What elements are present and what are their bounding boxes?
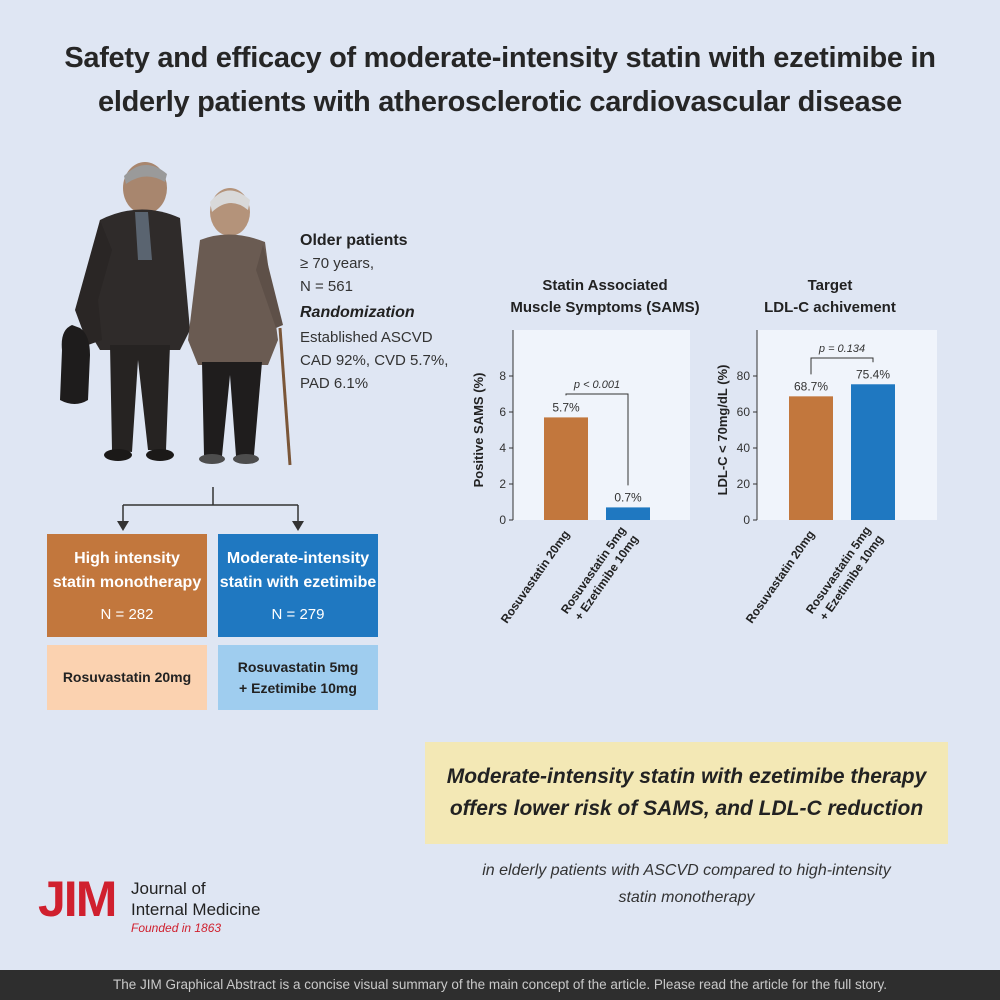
cad-cvd-label: CAD 92%, CVD 5.7%, [300,352,449,369]
sams-significance-bracket [565,393,629,486]
ascvd-label: Established ASCVD [300,329,433,346]
older-patients-heading: Older patients [300,232,408,249]
conclusion-sub-1: in elderly patients with ASCVD compared … [482,862,891,879]
sams-category-label-2: Rosuvastatin 5mg+ Ezetimibe 10mg [558,524,641,625]
high-arm-drug-box: Rosuvastatin 20mg [47,645,207,710]
moderate-arm-title-1: Moderate-intensity [226,550,370,567]
conclusion-box: Moderate-intensity statin with ezetimibe… [425,742,948,844]
page-title: Safety and efficacy of moderate-intensit… [40,36,960,124]
sams-y-tick-label: 0 [499,513,506,527]
elderly-couple-illustration [60,162,292,466]
conclusion-subtext: in elderly patients with ASCVD compared … [425,857,948,911]
sams-chart-title-2: Muscle Symptoms (SAMS) [510,299,700,316]
footer-disclaimer: The JIM Graphical Abstract is a concise … [0,970,1000,1000]
sams-plot-area [513,330,690,520]
ldl-bar-2 [851,384,895,520]
ldl-bar-chart: 0 20 40 60 80 LDL-C < 70mg/dL (%) 68.7% Rosuvas… [715,330,895,626]
journal-name: Journal of Internal Medicine [131,878,301,920]
ldl-chart-title-2: LDL-C achivement [764,299,896,316]
ldl-y-tick-label: 20 [737,477,751,491]
ldl-y-tick-label: 0 [743,513,750,527]
ldl-data-label-1: 68.7% [794,379,828,393]
ldl-plot-area [757,330,937,520]
sams-bar-2 [606,507,650,520]
sams-data-label-1: 5.7% [552,400,580,414]
ldl-chart-title-1: Target [807,277,853,294]
ldl-y-tick-label: 40 [737,441,751,455]
moderate-arm-title-2: statin with ezetimibe [219,574,377,591]
sams-chart-title: Statin Associated Muscle Symptoms (SAMS) [485,275,725,319]
ldl-data-label-2: 75.4% [856,367,890,381]
jim-logo-mark: JIM [38,871,117,927]
sams-y-tick-label: 2 [499,477,506,491]
ldl-y-tick-label: 80 [737,369,751,383]
high-arm-title-2: statin monotherapy [52,574,202,591]
sams-bar-1 [544,417,588,520]
moderate-arm-drug-box: Rosuvastatin 5mg + Ezetimibe 10mg [218,645,378,710]
ldl-y-axis-label: LDL-C < 70mg/dL (%) [715,365,730,496]
pad-label: PAD 6.1% [300,375,369,392]
high-arm-drug: Rosuvastatin 20mg [62,669,192,685]
randomization-arrows [117,487,304,531]
high-intensity-arm-box: High intensity statin monotherapy N = 28… [47,534,207,637]
journal-name-2: Internal Medicine [131,900,261,919]
founded-text: Founded in 1863 [131,921,222,935]
sams-y-tick-label: 6 [499,405,506,419]
title-line-1: Safety and efficacy of moderate-intensit… [64,42,936,74]
sams-chart-title-1: Statin Associated [542,277,668,294]
title-line-2: elderly patients with atherosclerotic ca… [97,86,902,118]
moderate-arm-drug-2: + Ezetimibe 10mg [239,679,357,696]
population-info: Older patients ≥ 70 years, N = 561 Rando… [300,232,450,395]
total-n: N = 561 [300,278,353,295]
ldl-chart-title: Target LDL-C achivement [740,275,920,319]
age-criterion: ≥ 70 years, [300,255,375,272]
high-arm-title-1: High intensity [74,550,180,567]
conclusion-line-2: offers lower risk of SAMS, and LDL-C red… [449,797,924,820]
sams-y-axis-label: Positive SAMS (%) [471,373,486,488]
conclusion-line-1: Moderate-intensity statin with ezetimibe… [446,765,927,788]
moderate-arm-drug-1: Rosuvastatin 5mg [237,658,359,675]
sams-y-tick-label: 8 [499,369,506,383]
sams-y-tick-label: 4 [499,441,506,455]
ldl-p-value: p = 0.134 [818,343,865,355]
high-arm-n: N = 282 [100,606,154,623]
ldl-category-label-2: Rosuvastatin 5mg+ Ezetimibe 10mg [803,524,886,625]
ldl-y-tick-label: 60 [737,405,751,419]
sams-data-label-2: 0.7% [614,490,642,504]
conclusion-sub-2: statin monotherapy [618,889,755,906]
journal-name-1: Journal of [131,879,206,898]
randomization-heading: Randomization [300,304,415,321]
ldl-bar-1 [789,396,833,520]
ldl-significance-bracket [810,357,874,375]
moderate-arm-n: N = 279 [271,606,325,623]
sams-p-value: p < 0.001 [573,379,620,391]
moderate-intensity-arm-box: Moderate-intensity statin with ezetimibe… [218,534,378,637]
